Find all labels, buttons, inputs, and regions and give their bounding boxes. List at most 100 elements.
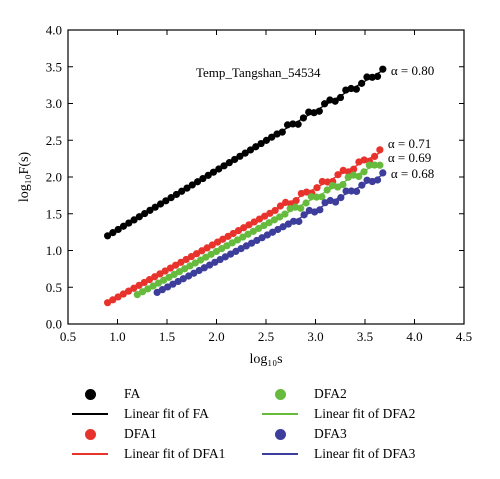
- point-dfa1: [261, 212, 269, 220]
- x-tick-label: 0.5: [60, 329, 76, 344]
- point-fa: [299, 114, 308, 122]
- alpha-label-dfa3: α = 0.68: [391, 166, 434, 181]
- point-dfa2: [370, 161, 379, 169]
- point-fa: [167, 194, 175, 202]
- point-fa: [119, 222, 128, 230]
- point-fa: [347, 84, 355, 93]
- point-dfa1: [292, 197, 300, 205]
- point-fa: [231, 155, 239, 164]
- point-dfa1: [172, 261, 180, 269]
- point-fa: [321, 100, 329, 108]
- x-tick-label: 1.0: [109, 329, 125, 344]
- point-dfa1: [245, 221, 253, 229]
- point-dfa2: [191, 259, 199, 267]
- point-dfa3: [373, 176, 382, 184]
- point-dfa2: [355, 172, 363, 181]
- point-dfa1: [130, 284, 138, 292]
- point-dfa2: [302, 199, 310, 207]
- point-dfa3: [295, 217, 303, 226]
- point-dfa2: [281, 210, 289, 218]
- point-dfa1: [145, 276, 154, 284]
- point-dfa1: [350, 165, 358, 173]
- alpha-label-fa: α = 0.80: [391, 63, 434, 78]
- point-dfa1: [198, 247, 206, 255]
- y-tick-label: 3.0: [46, 96, 62, 111]
- point-fa: [252, 143, 260, 151]
- point-fa: [141, 209, 149, 218]
- point-dfa2: [160, 276, 168, 284]
- point-fa: [220, 162, 228, 170]
- point-dfa2: [249, 227, 257, 235]
- point-fa: [246, 146, 255, 154]
- point-dfa2: [260, 221, 268, 230]
- y-tick-label: 2.0: [46, 170, 62, 185]
- y-tick-label: 1.5: [46, 206, 62, 221]
- point-dfa1: [177, 258, 185, 266]
- point-fa: [331, 97, 339, 105]
- point-dfa1: [219, 235, 227, 243]
- point-dfa2: [244, 230, 252, 238]
- point-dfa2: [154, 279, 162, 287]
- alpha-label-dfa2: α = 0.69: [388, 150, 431, 165]
- point-dfa3: [331, 198, 340, 206]
- point-fa: [114, 225, 122, 234]
- point-dfa1: [208, 241, 216, 249]
- point-fa: [336, 93, 345, 102]
- plot-area: 0.5 1.0 1.5 2.0 2.5 3.0 3.5 4.0 4.50.00.51.01.52…: [17, 23, 472, 368]
- point-fa: [146, 206, 154, 214]
- point-fa: [257, 139, 265, 148]
- x-tick-label: 3.5: [357, 329, 373, 344]
- point-dfa1: [250, 218, 258, 226]
- point-dfa3: [289, 217, 298, 225]
- point-fa: [262, 136, 270, 144]
- point-fa: [268, 133, 276, 141]
- point-fa: [156, 200, 165, 208]
- point-dfa2: [149, 282, 157, 290]
- x-tick-label: 2.0: [208, 329, 224, 344]
- point-dfa1: [114, 293, 122, 301]
- point-dfa2: [365, 161, 373, 169]
- point-dfa1: [193, 250, 201, 258]
- y-axis-title: log₁₀F(s): [17, 152, 32, 203]
- point-dfa2: [270, 216, 278, 224]
- point-fa: [209, 168, 218, 176]
- point-dfa1: [266, 209, 274, 217]
- x-tick-label: 1.5: [159, 329, 175, 344]
- point-dfa3: [337, 194, 345, 202]
- point-dfa2: [202, 253, 210, 261]
- point-fa: [151, 203, 159, 211]
- point-dfa2: [233, 236, 242, 244]
- point-fa: [289, 120, 297, 128]
- point-fa: [368, 73, 376, 81]
- alpha-label-dfa1: α = 0.71: [388, 136, 431, 151]
- point-fa: [204, 171, 212, 179]
- y-tick-label: 0.5: [46, 280, 62, 295]
- y-tick-label: 2.5: [46, 133, 62, 148]
- point-fa: [188, 181, 196, 189]
- point-fa: [215, 165, 223, 173]
- point-fa: [125, 219, 133, 227]
- point-fa: [172, 190, 181, 199]
- x-tick-label: 3.0: [307, 329, 323, 344]
- point-dfa1: [140, 278, 148, 287]
- point-fa: [352, 85, 360, 93]
- point-dfa2: [186, 262, 194, 270]
- point-dfa1: [371, 152, 379, 160]
- point-dfa1: [182, 255, 190, 264]
- point-dfa2: [376, 161, 384, 169]
- point-dfa2: [323, 186, 331, 194]
- point-fa: [373, 72, 382, 81]
- point-dfa1: [166, 264, 175, 272]
- point-dfa2: [212, 247, 220, 256]
- point-dfa2: [254, 224, 263, 233]
- point-dfa1: [151, 273, 159, 281]
- y-tick-label: 1.0: [46, 243, 62, 258]
- point-dfa2: [297, 204, 305, 212]
- point-fa: [135, 213, 143, 221]
- point-dfa1: [156, 270, 164, 278]
- point-fa: [315, 107, 323, 115]
- point-fa: [193, 178, 202, 186]
- x-tick-label: 4.0: [406, 329, 422, 344]
- point-dfa1: [255, 215, 264, 223]
- point-dfa2: [181, 265, 189, 273]
